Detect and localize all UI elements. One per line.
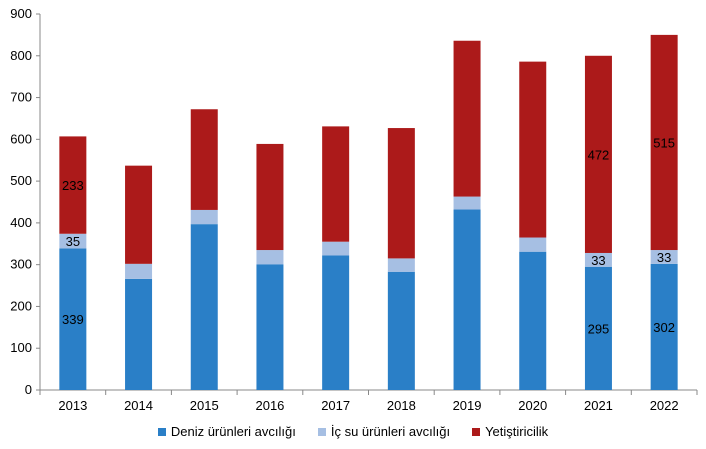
bar-segment [125,263,153,279]
legend-swatch [157,427,166,436]
bar-segment [584,55,612,253]
bar-segment [387,271,415,390]
data-label: 302 [653,320,675,335]
legend-label: İç su ürünleri avcılığı [330,424,451,439]
x-tick-label: 2020 [518,398,547,413]
bar-segment [519,251,547,390]
bar-segment [256,264,284,390]
legend-label: Yetiştiricilik [485,424,549,439]
data-label: 35 [66,234,80,249]
y-tick-label: 300 [10,257,32,272]
legend-label: Deniz ürünleri avcılığı [170,424,296,439]
chart-legend: Deniz ürünleri avcılığı İç su ürünleri a… [0,424,706,439]
data-label: 33 [591,253,605,268]
data-label: 515 [653,135,675,150]
bar-segment [256,250,284,265]
y-tick-label: 500 [10,173,32,188]
y-tick-label: 900 [10,6,32,21]
data-label: 339 [62,312,84,327]
bar-segment [650,263,678,390]
bar-segment [519,61,547,238]
legend-item-deniz: Deniz ürünleri avcılığı [157,424,296,439]
bar-segment [190,224,218,390]
bar-segment [322,255,350,390]
legend-swatch [472,427,481,436]
bar-segment [650,34,678,251]
y-tick-label: 0 [25,382,32,397]
bar-segment [59,233,87,249]
chart-axes: 0 100 200 300 400 500 600 700 800 900 2013 2014 2015… [10,6,698,413]
bar-segment [453,40,481,197]
bar-segment [190,109,218,210]
bar-segment [322,126,350,242]
bar-segment [650,250,678,264]
bar-segment [59,136,87,234]
x-tick-label: 2013 [58,398,87,413]
bar-segment [190,209,218,225]
x-tick-label: 2019 [453,398,482,413]
bar-segment [453,196,481,210]
x-tick-label: 2015 [190,398,219,413]
y-tick-label: 400 [10,215,32,230]
y-tick-label: 100 [10,340,32,355]
bar-segment [584,266,612,390]
bar-segment [322,241,350,256]
chart-data-labels: 339 35 233 33 472 295 33 515 302 [62,135,675,336]
bar-segment [519,237,547,252]
y-tick-label: 800 [10,48,32,63]
bar-segment [256,143,284,251]
data-label: 233 [62,178,84,193]
data-label: 472 [588,147,610,162]
x-tick-label: 2018 [387,398,416,413]
bar-segment [387,128,415,259]
x-tick-label: 2022 [650,398,679,413]
legend-item-yetistiricilik: Yetiştiricilik [472,424,548,439]
legend-swatch [317,427,326,436]
bar-segment [125,165,153,264]
x-tick-label: 2017 [321,398,350,413]
y-tick-label: 700 [10,90,32,105]
y-tick-label: 200 [10,298,32,313]
x-tick-label: 2014 [124,398,153,413]
bar-segment [59,248,87,390]
x-tick-label: 2021 [584,398,613,413]
bar-segment [125,278,153,390]
bar-segment [453,209,481,390]
data-label: 33 [657,250,671,265]
y-tick-label: 600 [10,131,32,146]
bar-segment [387,258,415,272]
legend-item-ic-su: İç su ürünleri avcılığı [317,424,451,439]
x-tick-label: 2016 [255,398,284,413]
data-label: 295 [588,321,610,336]
bar-segment [584,252,612,267]
chart-bars [59,34,678,390]
